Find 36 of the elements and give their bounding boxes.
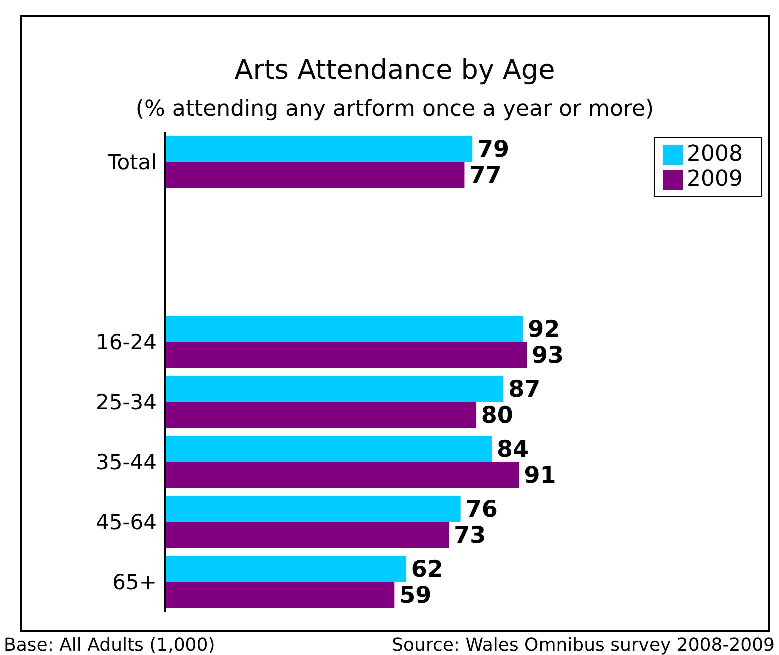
data-label: 92 <box>528 317 560 344</box>
data-label: 80 <box>481 403 514 430</box>
data-label: 59 <box>400 583 432 610</box>
y-tick-label: Total <box>106 150 157 174</box>
bar <box>165 342 527 368</box>
bar <box>165 402 476 428</box>
legend-label: 2009 <box>687 167 743 192</box>
data-label: 93 <box>532 343 564 370</box>
y-tick-label: 35-44 <box>96 450 157 474</box>
data-label: 91 <box>524 463 556 490</box>
data-label: 79 <box>478 137 510 164</box>
legend-label: 2008 <box>687 142 743 167</box>
bar <box>165 436 492 462</box>
bar <box>165 522 450 548</box>
bar <box>165 376 504 402</box>
y-tick-label: 16-24 <box>96 330 157 354</box>
bar <box>165 136 473 162</box>
data-label: 76 <box>466 497 498 524</box>
bar <box>165 582 395 608</box>
y-tick-label: 65+ <box>112 570 157 594</box>
chart-title: Arts Attendance by Age <box>234 55 556 86</box>
bar <box>165 162 465 188</box>
chart-subtitle: (% attending any artform once a year or more) <box>134 97 656 122</box>
bar <box>165 556 406 582</box>
bar <box>165 496 461 522</box>
data-label: 77 <box>470 163 502 190</box>
data-label: 87 <box>508 377 541 404</box>
bar <box>165 316 524 342</box>
data-label: 84 <box>496 437 529 464</box>
y-tick-label: 45-64 <box>96 510 157 534</box>
data-label: 62 <box>411 557 444 584</box>
source-note: Source: Wales Omnibus survey 2008-2009 <box>392 635 775 655</box>
y-tick-label: 25-34 <box>96 390 157 414</box>
text: Base: All Adults (1,000) <box>4 635 216 655</box>
data-label: 73 <box>454 523 486 550</box>
bar <box>165 462 520 488</box>
